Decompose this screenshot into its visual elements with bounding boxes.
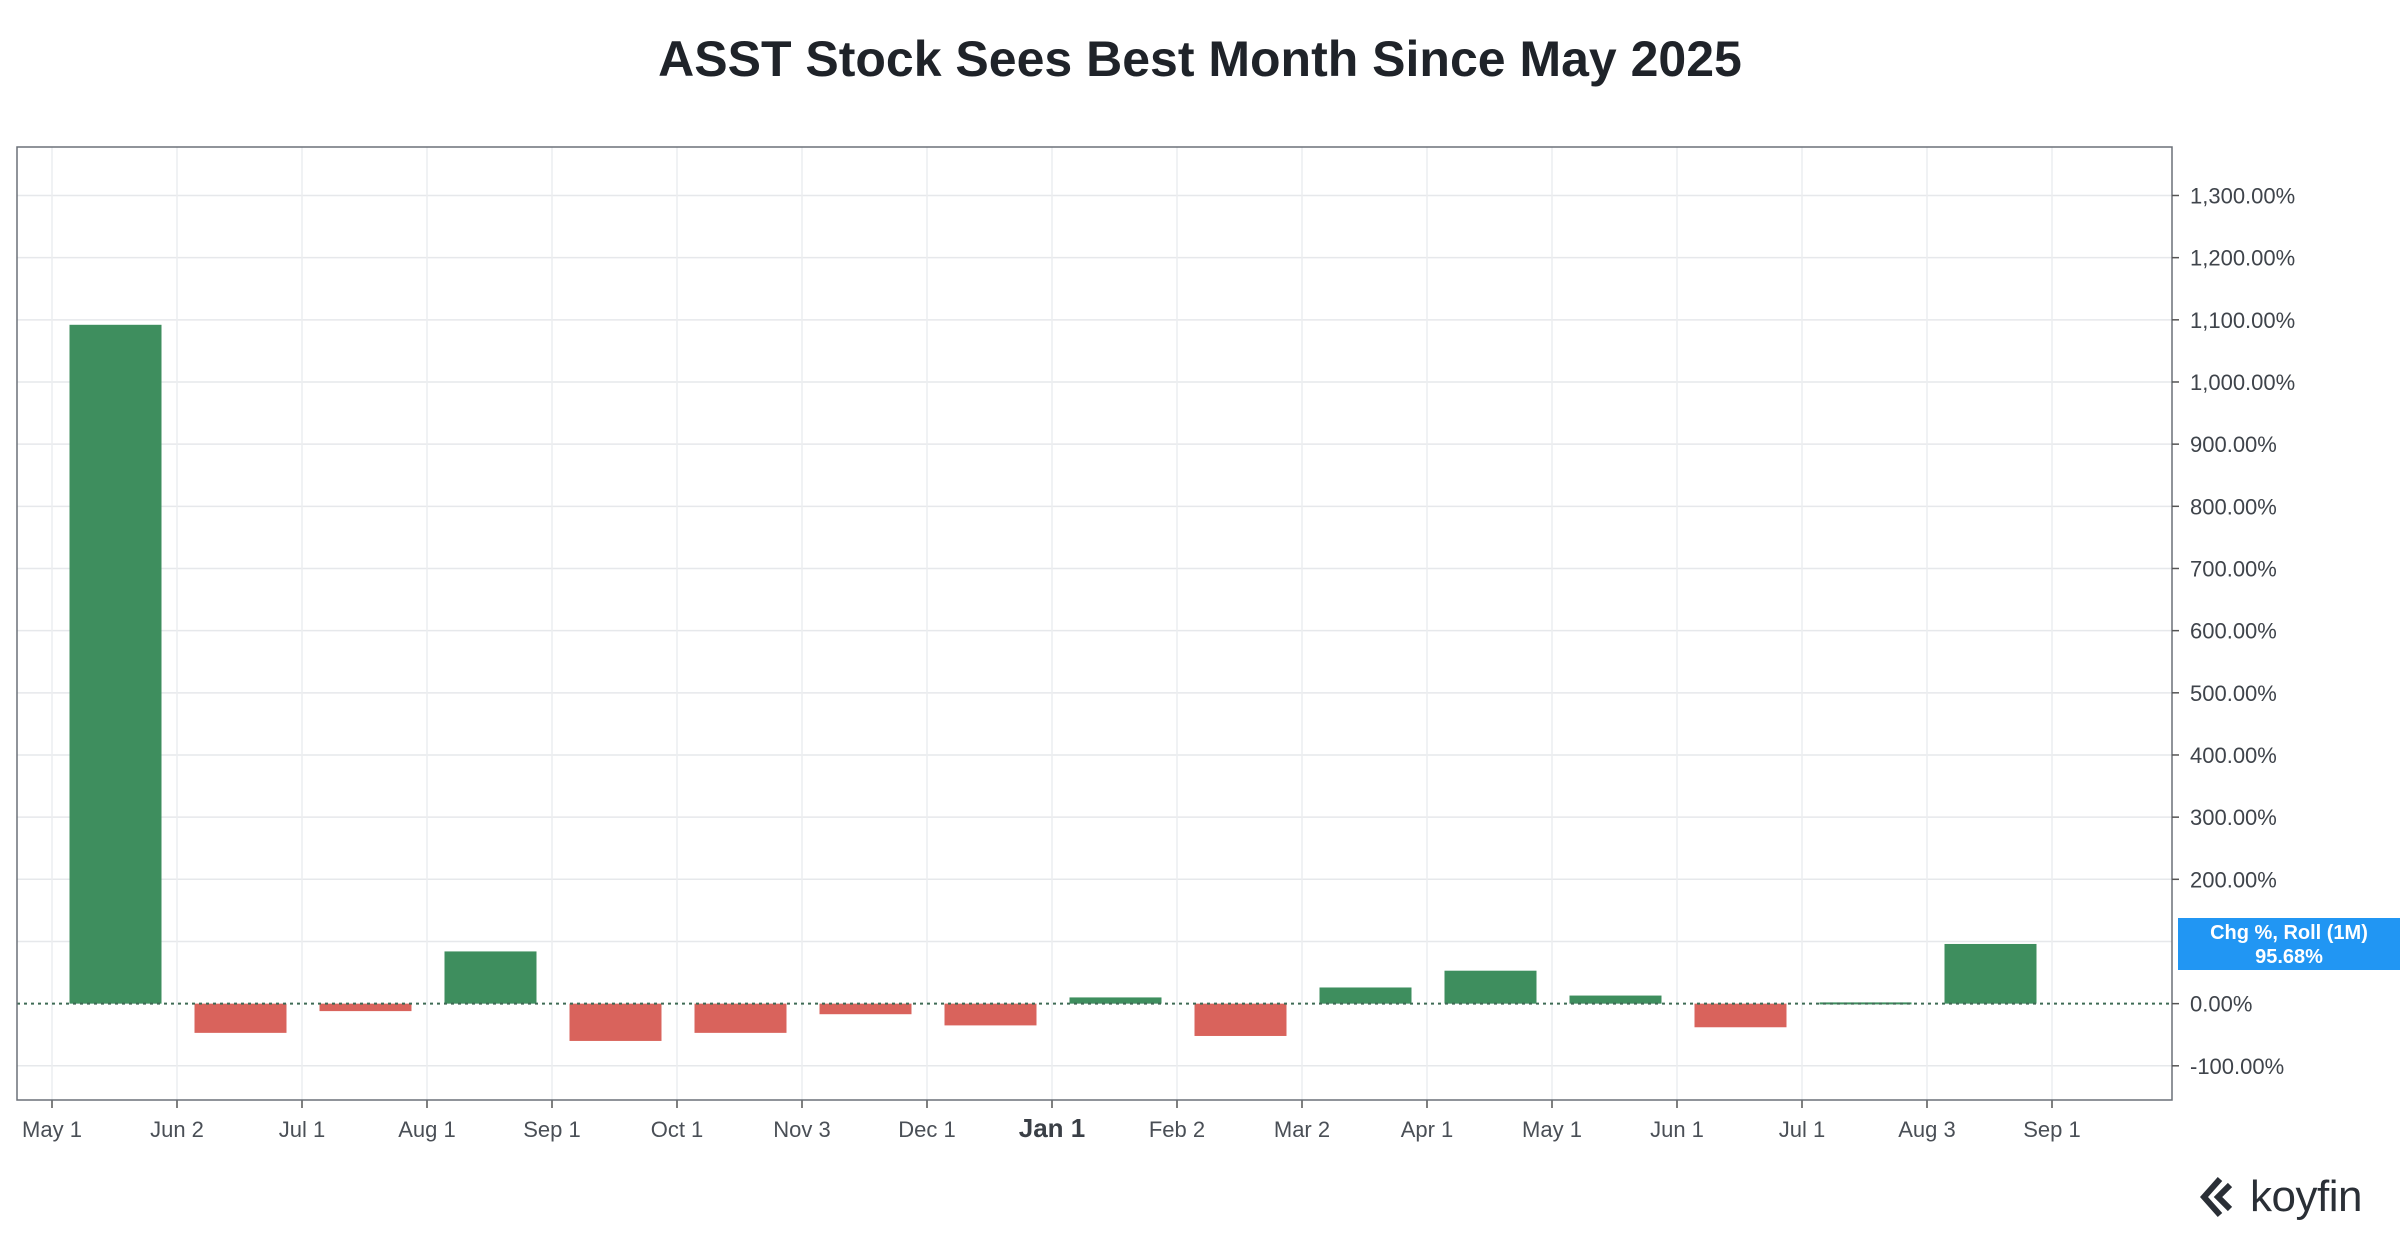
y-tick-label: 800.00%: [2190, 494, 2277, 519]
koyfin-logo-text: koyfin: [2250, 1172, 2362, 1221]
series-name-label: Chg %, Roll (1M): [2210, 922, 2368, 944]
bar: [319, 1003, 412, 1012]
x-tick-label: Jan 1: [1019, 1113, 1086, 1143]
bar: [1319, 987, 1412, 1004]
bar: [944, 1003, 1037, 1026]
bar: [1069, 997, 1162, 1004]
y-tick-label: 0.00%: [2190, 992, 2252, 1017]
y-tick-label: 900.00%: [2190, 432, 2277, 457]
y-tick-label: 200.00%: [2190, 867, 2277, 892]
plot-frame: [16, 146, 2173, 1101]
y-tick-label: 600.00%: [2190, 619, 2277, 644]
bar: [819, 1003, 912, 1015]
y-tick-label: 1,200.00%: [2190, 246, 2295, 271]
x-tick-label: May 1: [22, 1117, 82, 1142]
x-tick-label: Dec 1: [898, 1117, 955, 1142]
y-tick-label: 1,100.00%: [2190, 308, 2295, 333]
x-tick-label: Aug 1: [398, 1117, 456, 1142]
x-tick-label: Oct 1: [651, 1117, 704, 1142]
x-tick-label: Mar 2: [1274, 1117, 1330, 1142]
x-tick-label: Aug 3: [1898, 1117, 1956, 1142]
y-tick-label: 500.00%: [2190, 681, 2277, 706]
bar: [69, 324, 162, 1004]
y-tick-label: 1,000.00%: [2190, 370, 2295, 395]
y-tick-label: 700.00%: [2190, 556, 2277, 581]
x-tick-label: Feb 2: [1149, 1117, 1205, 1142]
bar: [1944, 943, 2037, 1004]
koyfin-logo: koyfin: [2200, 1172, 2362, 1222]
bar: [444, 951, 537, 1004]
x-tick-label: Jun 1: [1650, 1117, 1704, 1142]
last-value-tag: Chg %, Roll (1M) 95.68%: [2178, 918, 2400, 970]
x-tick-label: Sep 1: [2023, 1117, 2081, 1142]
bar: [1194, 1003, 1287, 1036]
bar: [194, 1003, 287, 1033]
y-tick-label: -100.00%: [2190, 1054, 2284, 1079]
bar: [1569, 995, 1662, 1004]
y-tick-label: 400.00%: [2190, 743, 2277, 768]
chart-title: ASST Stock Sees Best Month Since May 202…: [658, 31, 1742, 87]
koyfin-logo-icon: [2200, 1177, 2233, 1217]
x-tick-label: Jul 1: [279, 1117, 325, 1142]
bar: [694, 1003, 787, 1033]
bar: [1694, 1003, 1787, 1028]
x-tick-label: Jul 1: [1779, 1117, 1825, 1142]
x-tick-label: Nov 3: [773, 1117, 830, 1142]
y-tick-label: 1,300.00%: [2190, 183, 2295, 208]
x-tick-label: Apr 1: [1401, 1117, 1454, 1142]
x-tick-label: Sep 1: [523, 1117, 581, 1142]
y-tick-label: 300.00%: [2190, 805, 2277, 830]
x-tick-label: May 1: [1522, 1117, 1582, 1142]
last-value-label: 95.68%: [2255, 946, 2323, 968]
bar: [569, 1003, 662, 1041]
bar: [1444, 970, 1537, 1004]
x-tick-label: Jun 2: [150, 1117, 204, 1142]
